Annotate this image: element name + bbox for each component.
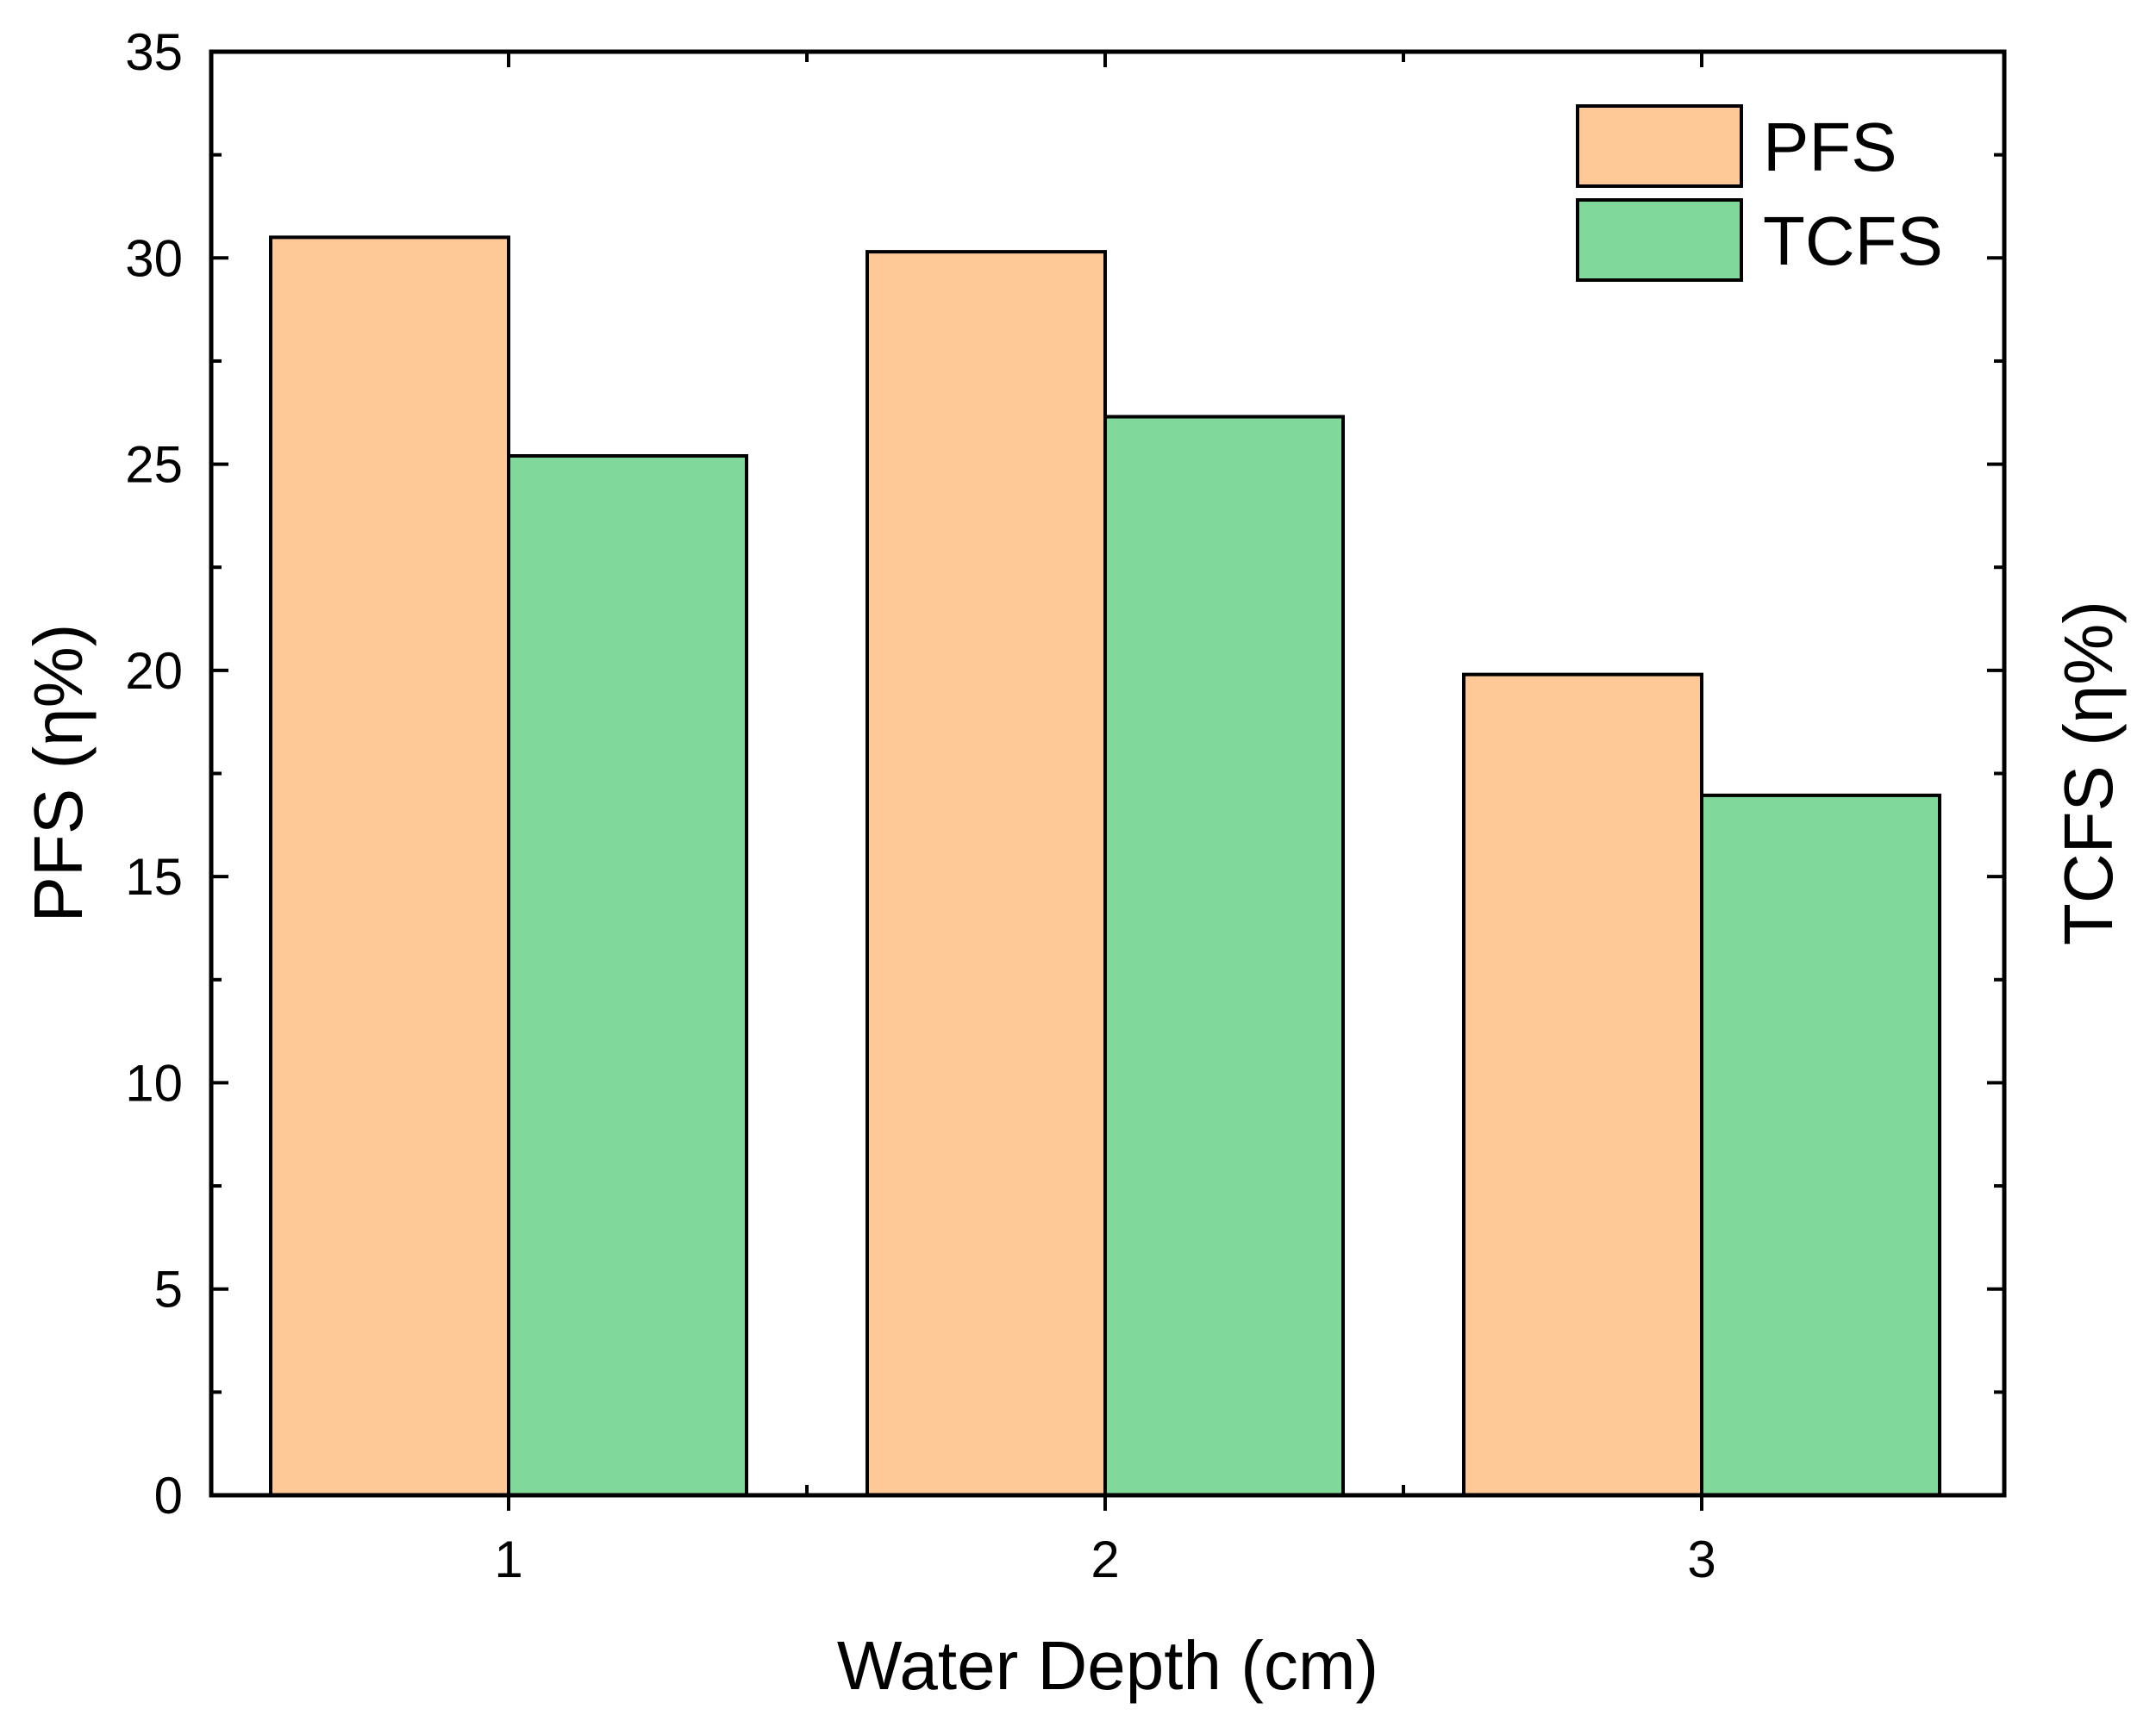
bar-pfs-1 — [269, 235, 510, 1497]
bar-pfs-2 — [866, 250, 1107, 1497]
legend-label-pfs: PFS — [1763, 109, 1897, 185]
y-tick-labels: 0 5 10 15 20 25 30 35 — [125, 23, 183, 1525]
x-tick-label: 2 — [1090, 1531, 1119, 1588]
y-tick-label: 35 — [125, 23, 183, 81]
bar-tcfs-1 — [507, 454, 748, 1497]
y-tick-label: 25 — [125, 436, 183, 494]
y-tick-label: 30 — [125, 229, 183, 287]
x-axis-title: Water Depth (cm) — [837, 1627, 1378, 1704]
bar-pfs-3 — [1462, 672, 1703, 1497]
y-tick-label: 15 — [125, 848, 183, 906]
x-tick-label: 1 — [494, 1531, 522, 1588]
bars-group — [269, 235, 1941, 1497]
y-axis-title-right: TCFS (η%) — [2050, 601, 2127, 945]
y-tick-label: 20 — [125, 642, 183, 700]
x-tick-label: 3 — [1687, 1531, 1715, 1588]
y-tick-label: 0 — [154, 1467, 183, 1525]
legend-label-tcfs: TCFS — [1763, 203, 1943, 279]
x-tick-labels: 1 2 3 — [494, 1531, 1715, 1588]
y-tick-label: 10 — [125, 1054, 183, 1112]
bar-tcfs-3 — [1700, 793, 1941, 1497]
y-axis-title-left: PFS (η%) — [20, 624, 97, 923]
legend-swatch-tcfs — [1576, 198, 1743, 282]
legend-swatch-pfs — [1576, 104, 1743, 188]
plot-frame — [209, 49, 2007, 1498]
legend: PFS TCFS — [1576, 104, 1943, 282]
bar-tcfs-2 — [1103, 415, 1345, 1497]
y-tick-label: 5 — [154, 1261, 183, 1319]
